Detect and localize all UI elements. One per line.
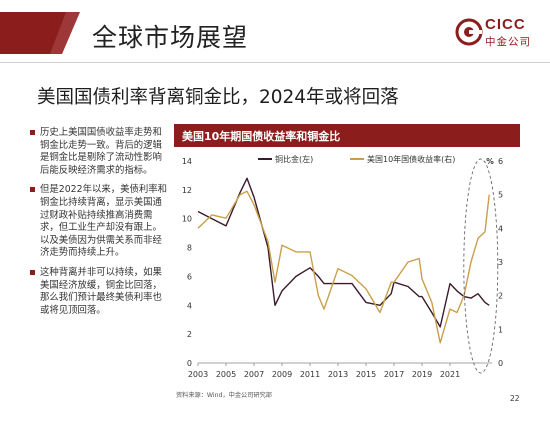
y-left-tick-label: 2 xyxy=(187,330,192,339)
header-divider xyxy=(0,62,550,63)
y-left-tick-label: 12 xyxy=(182,186,192,195)
y-right-tick-label: 0 xyxy=(498,359,503,368)
bullet-item: 但是2022年以来，美债利率和铜金比持续背离，显示美国通过财政补贴持续推高消费需… xyxy=(30,184,170,260)
x-tick-label: 2021 xyxy=(440,370,460,379)
bullet-square-icon xyxy=(30,269,35,275)
x-tick-label: 2005 xyxy=(216,370,236,379)
page-title: 全球市场展望 xyxy=(92,23,249,52)
x-tick-label: 2015 xyxy=(356,370,376,379)
y-right-tick-label: 3 xyxy=(498,258,503,267)
x-tick-label: 2007 xyxy=(244,370,264,379)
bullet-square-icon xyxy=(30,130,35,135)
chart-title: 美国10年期国债收益率和铜金比 xyxy=(182,130,341,143)
chart-panel: 美国10年期国债收益率和铜金比 0 2 4 6 8 10 12 14 0 1 2 3 4 5 6% 2003 2… xyxy=(174,124,520,386)
bullet-text: 但是2022年以来，美债利率和铜金比持续背离，显示美国通过财政补贴持续推高消费需… xyxy=(40,184,167,259)
y-right-tick-label: 6 xyxy=(498,157,503,166)
chart-title-bar: 美国10年期国债收益率和铜金比 xyxy=(174,124,520,147)
y-left-tick-label: 8 xyxy=(187,244,192,253)
highlight-ellipse xyxy=(463,158,499,374)
x-tick-label: 2019 xyxy=(412,370,432,379)
bullet-item: 历史上美国国债收益率走势和铜金比走势一致。背后的逻辑是铜金比是剔除了流动性影响后… xyxy=(30,127,170,177)
y-right-tick-label: 5 xyxy=(498,191,503,200)
y-left-tick-label: 6 xyxy=(187,272,192,281)
logo-brand-cn: 中金公司 xyxy=(485,36,531,48)
page-number: 22 xyxy=(510,394,520,403)
y-left-tick-label: 10 xyxy=(182,215,192,224)
logo-brand-text: CICC xyxy=(485,16,526,33)
bullet-item: 这种背离并非可以持续，如果美国经济放缓，铜金比回落，那么我们预计最终美债利率也或… xyxy=(30,267,170,317)
y-left-tick-label: 4 xyxy=(187,301,192,310)
bullet-square-icon xyxy=(30,187,35,193)
y-right-unit-label: % xyxy=(486,157,494,166)
x-tick-label: 2017 xyxy=(384,370,404,379)
source-note: 资料来源：Wind，中金公司研究部 xyxy=(176,392,272,399)
y-right-tick-label: 2 xyxy=(498,292,503,301)
bullet-text: 历史上美国国债收益率走势和铜金比走势一致。背后的逻辑是铜金比是剔除了流动性影响后… xyxy=(40,127,162,176)
slide-subtitle: 美国国债利率背离铜金比，2024年或将回落 xyxy=(37,87,399,108)
y-left-tick-label: 0 xyxy=(187,359,192,368)
x-tick-label: 2009 xyxy=(272,370,292,379)
x-tick-label: 2003 xyxy=(188,370,208,379)
x-tick-label: 2013 xyxy=(328,370,348,379)
series-line-copper-gold xyxy=(197,177,490,328)
y-left-tick-label: 14 xyxy=(182,157,192,166)
header-accent-bar xyxy=(0,12,80,54)
logo-mark-icon xyxy=(455,18,483,46)
logo: CICC 中金公司 xyxy=(455,14,535,54)
bullet-text: 这种背离并非可以持续，如果美国经济放缓，铜金比回落，那么我们预计最终美债利率也或… xyxy=(40,266,162,316)
x-tick-label: 2011 xyxy=(300,370,320,379)
y-right-tick-label: 4 xyxy=(498,224,503,233)
y-right-tick-label: 1 xyxy=(498,325,503,334)
legend-label: 美国10年国债收益率(右) xyxy=(367,154,455,164)
bullet-list: 历史上美国国债收益率走势和铜金比走势一致。背后的逻辑是铜金比是剔除了流动性影响后… xyxy=(30,127,170,324)
series-line-treasury-yield xyxy=(197,190,490,344)
legend-label: 铜比金(左) xyxy=(275,154,313,164)
